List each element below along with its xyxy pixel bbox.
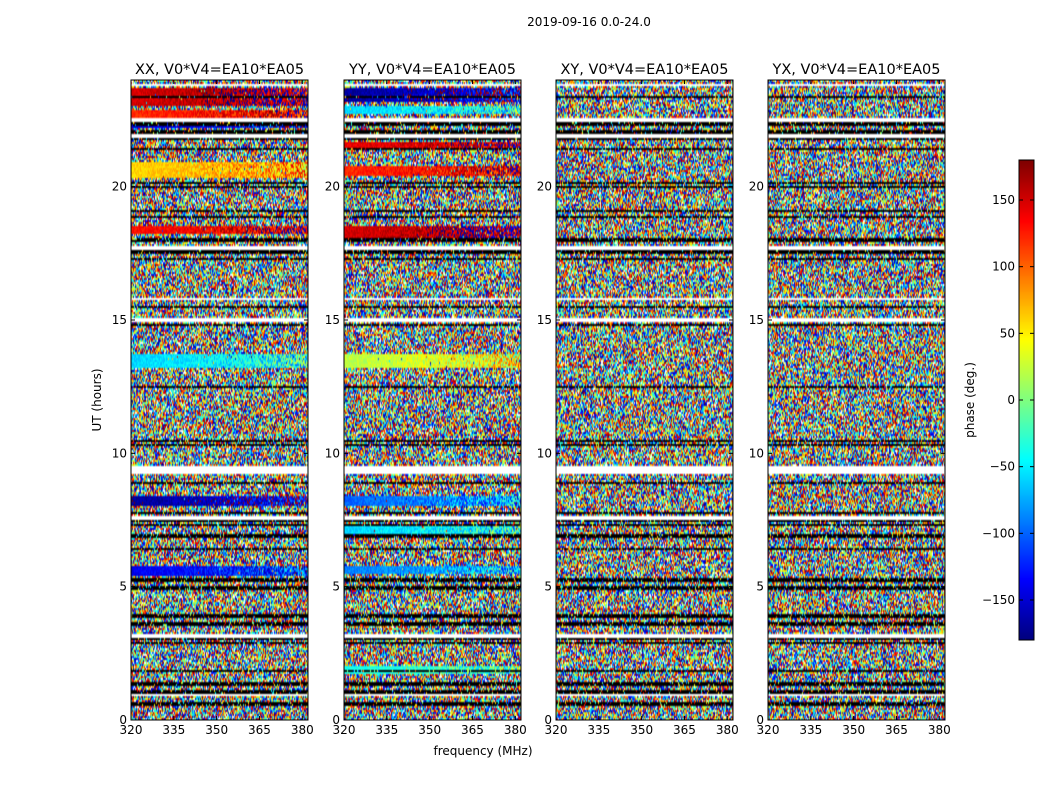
- panel-title-1: XX, V0*V4=EA10*EA05: [135, 62, 304, 78]
- panel-frame-2: [343, 79, 522, 721]
- x-tick-label: 365: [673, 723, 696, 737]
- y-tick-label: 0: [332, 713, 340, 727]
- y-tick-label: 5: [119, 580, 127, 594]
- y-tick-label: 10: [749, 446, 764, 460]
- x-tick-label: 380: [291, 723, 314, 737]
- panel-title-4: YX, V0*V4=EA10*EA05: [771, 62, 940, 78]
- colorbar-tick-label: −100: [982, 526, 1015, 540]
- y-tick-label: 0: [544, 713, 552, 727]
- x-tick-label: 380: [716, 723, 739, 737]
- y-axis-label: UT (hours): [90, 368, 104, 431]
- y-tick-label: 20: [325, 180, 340, 194]
- x-tick-label: 335: [162, 723, 185, 737]
- x-tick-label: 320: [120, 723, 143, 737]
- panel-3: XY, V0*V4=EA10*EA05 320 335 350 365 380 0 5 10 15…: [537, 62, 739, 737]
- panel-frame-3: [555, 79, 734, 721]
- x-tick-label: 350: [630, 723, 653, 737]
- y-tick-label: 10: [325, 446, 340, 460]
- panel-title-3: XY, V0*V4=EA10*EA05: [560, 62, 728, 78]
- y-tick-label: 15: [537, 313, 552, 327]
- y-tick-label: 20: [537, 180, 552, 194]
- colorbar-tick-label: −50: [990, 460, 1015, 474]
- x-tick-label: 350: [418, 723, 441, 737]
- colorbar-label: phase (deg.): [963, 362, 977, 438]
- x-tick-label: 320: [757, 723, 780, 737]
- panel-1: XX, V0*V4=EA10*EA05 320 335 350 365 380 0 5 10 15…: [112, 62, 314, 737]
- x-tick-label: 335: [375, 723, 398, 737]
- panel-title-2: YY, V0*V4=EA10*EA05: [348, 62, 516, 78]
- y-tick-label: 20: [749, 180, 764, 194]
- y-tick-label: 15: [112, 313, 127, 327]
- colorbar-tick-label: 150: [992, 193, 1015, 207]
- y-tick-label: 20: [112, 180, 127, 194]
- panels-group: XX, V0*V4=EA10*EA05 320 335 350 365 380 0 5 10 15…: [112, 62, 951, 737]
- y-tick-label: 5: [332, 580, 340, 594]
- y-tick-label: 15: [325, 313, 340, 327]
- panel-frame-4: [767, 79, 946, 721]
- x-tick-label: 365: [885, 723, 908, 737]
- x-tick-label: 350: [205, 723, 228, 737]
- x-tick-label: 320: [333, 723, 356, 737]
- x-tick-label: 380: [928, 723, 951, 737]
- colorbar-tick-label: 100: [992, 260, 1015, 274]
- y-tick-label: 5: [756, 580, 764, 594]
- colorbar-tick-label: −150: [982, 593, 1015, 607]
- x-tick-label: 365: [248, 723, 271, 737]
- y-tick-label: 0: [756, 713, 764, 727]
- x-tick-label: 320: [545, 723, 568, 737]
- colorbar: 150 100 50 0 −50 −100 −150: [982, 159, 1035, 641]
- y-tick-label: 10: [537, 446, 552, 460]
- phase-heatmap-3: [556, 80, 733, 720]
- x-tick-label: 380: [504, 723, 527, 737]
- phase-heatmap-1: [131, 80, 308, 720]
- y-tick-label: 0: [119, 713, 127, 727]
- x-tick-label: 350: [842, 723, 865, 737]
- x-tick-label: 335: [799, 723, 822, 737]
- colorbar-tick-label: 0: [1007, 393, 1015, 407]
- x-tick-label: 335: [587, 723, 610, 737]
- panel-frame-1: [130, 79, 309, 721]
- panel-2: YY, V0*V4=EA10*EA05 320 335 350 365 380 0 5 10 15…: [325, 62, 527, 737]
- colorbar-gradient: [1019, 160, 1034, 640]
- panel-4: YX, V0*V4=EA10*EA05 320 335 350 365 380 0 5 10 15…: [749, 62, 951, 737]
- y-tick-label: 10: [112, 446, 127, 460]
- phase-heatmap-2: [344, 80, 521, 720]
- figure-suptitle: 2019-09-16 0.0-24.0: [527, 15, 651, 29]
- x-tick-label: 365: [461, 723, 484, 737]
- phase-heatmap-4: [768, 80, 945, 720]
- x-axis-label: frequency (MHz): [433, 744, 532, 758]
- y-tick-label: 5: [544, 580, 552, 594]
- y-tick-label: 15: [749, 313, 764, 327]
- colorbar-tick-label: 50: [1000, 326, 1015, 340]
